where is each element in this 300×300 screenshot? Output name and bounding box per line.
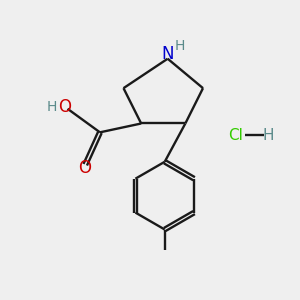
Text: N: N <box>161 45 174 63</box>
Text: H: H <box>46 100 56 114</box>
Text: H: H <box>262 128 274 143</box>
Text: O: O <box>78 159 91 177</box>
Text: O: O <box>58 98 71 116</box>
Text: Cl: Cl <box>228 128 243 143</box>
Text: H: H <box>175 39 185 53</box>
